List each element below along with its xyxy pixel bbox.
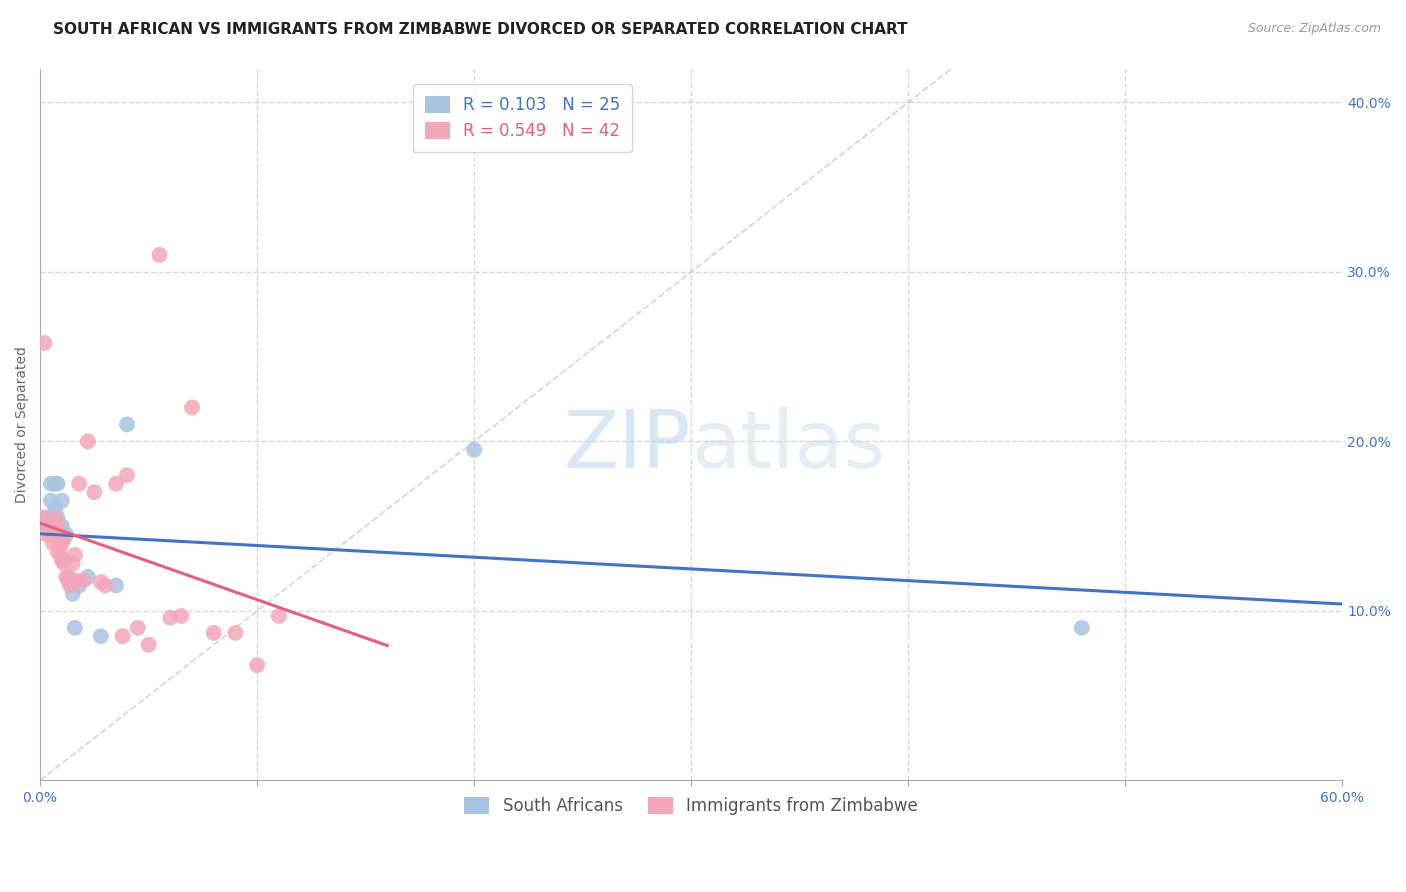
Point bbox=[55, 570, 77, 584]
Point bbox=[48, 544, 70, 558]
Point bbox=[62, 587, 84, 601]
Point bbox=[53, 531, 76, 545]
Point bbox=[111, 629, 134, 643]
Point bbox=[42, 536, 65, 550]
Point bbox=[44, 510, 66, 524]
Point bbox=[38, 519, 60, 533]
Point bbox=[105, 476, 128, 491]
Legend: South Africans, Immigrants from Zimbabwe: South Africans, Immigrants from Zimbabwe bbox=[454, 787, 928, 825]
Point bbox=[90, 629, 112, 643]
Point bbox=[181, 401, 204, 415]
Point bbox=[42, 519, 65, 533]
Point bbox=[46, 544, 69, 558]
Point bbox=[44, 502, 66, 516]
Point bbox=[51, 519, 73, 533]
Point bbox=[246, 658, 269, 673]
Point bbox=[48, 523, 70, 537]
Point bbox=[46, 531, 69, 545]
Point bbox=[127, 621, 149, 635]
Point bbox=[63, 621, 86, 635]
Text: ZIP: ZIP bbox=[564, 407, 692, 484]
Point bbox=[34, 336, 56, 351]
Point bbox=[170, 608, 193, 623]
Point bbox=[59, 578, 82, 592]
Point bbox=[67, 476, 90, 491]
Text: SOUTH AFRICAN VS IMMIGRANTS FROM ZIMBABWE DIVORCED OR SEPARATED CORRELATION CHAR: SOUTH AFRICAN VS IMMIGRANTS FROM ZIMBABW… bbox=[53, 22, 908, 37]
Point bbox=[38, 519, 60, 533]
Point bbox=[72, 574, 94, 588]
Point bbox=[35, 510, 58, 524]
Point bbox=[267, 608, 290, 623]
Point bbox=[53, 553, 76, 567]
Point bbox=[76, 434, 98, 449]
Point bbox=[463, 442, 485, 457]
Point bbox=[48, 536, 70, 550]
Point bbox=[138, 638, 160, 652]
Point bbox=[46, 510, 69, 524]
Point bbox=[63, 574, 86, 588]
Point bbox=[44, 527, 66, 541]
Point bbox=[115, 417, 138, 432]
Point bbox=[58, 574, 80, 588]
Point bbox=[51, 536, 73, 550]
Point bbox=[39, 527, 62, 541]
Point bbox=[1070, 621, 1092, 635]
Point bbox=[224, 625, 246, 640]
Point bbox=[159, 610, 181, 624]
Point bbox=[39, 476, 62, 491]
Point bbox=[46, 476, 69, 491]
Y-axis label: Divorced or Separated: Divorced or Separated bbox=[15, 346, 30, 503]
Point bbox=[44, 476, 66, 491]
Point bbox=[51, 493, 73, 508]
Text: atlas: atlas bbox=[692, 407, 886, 484]
Point bbox=[59, 578, 82, 592]
Point bbox=[62, 557, 84, 571]
Point bbox=[55, 527, 77, 541]
Point bbox=[35, 527, 58, 541]
Point bbox=[31, 510, 53, 524]
Point bbox=[58, 570, 80, 584]
Point bbox=[148, 248, 170, 262]
Point bbox=[51, 553, 73, 567]
Point bbox=[115, 468, 138, 483]
Point bbox=[53, 557, 76, 571]
Point bbox=[67, 578, 90, 592]
Point bbox=[83, 485, 105, 500]
Point bbox=[202, 625, 225, 640]
Point bbox=[42, 510, 65, 524]
Point bbox=[94, 578, 117, 592]
Point bbox=[90, 574, 112, 589]
Point bbox=[76, 570, 98, 584]
Point bbox=[46, 519, 69, 533]
Point bbox=[105, 578, 128, 592]
Point bbox=[39, 493, 62, 508]
Point bbox=[63, 548, 86, 562]
Text: Source: ZipAtlas.com: Source: ZipAtlas.com bbox=[1247, 22, 1381, 36]
